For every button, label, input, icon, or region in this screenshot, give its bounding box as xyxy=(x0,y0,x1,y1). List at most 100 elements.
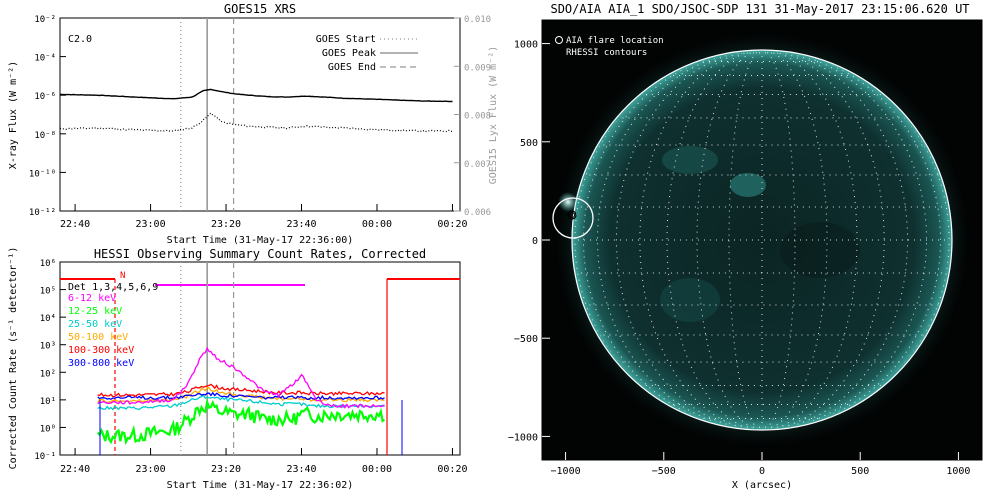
hessi-y-tick-label: 10¹ xyxy=(40,397,56,407)
aia-disk-features xyxy=(660,146,860,322)
hessi-series-group xyxy=(96,346,386,446)
hessi-plot-frame xyxy=(59,261,461,456)
goes-series-short xyxy=(60,112,453,133)
hessi-legend-entry: 12-25 keV xyxy=(68,306,122,317)
goes-y-label: X-ray Flux (W m⁻²) xyxy=(8,61,19,169)
aia-y-tick-label: −1000 xyxy=(508,432,538,443)
hessi-x-tick-label: 23:00 xyxy=(136,464,166,475)
aia-y-tick-label: 500 xyxy=(520,138,538,149)
hessi-y-tick-label: 10⁻¹ xyxy=(34,452,56,462)
goes-y-tick-label: 10⁻⁴ xyxy=(34,54,56,64)
goes-plot-frame xyxy=(59,17,461,212)
hessi-y-tick-label: 10³ xyxy=(40,342,56,352)
goes-x-tick-label: 23:40 xyxy=(286,219,316,230)
hessi-series-line xyxy=(96,398,386,446)
hessi-detectors: Det 1,3,4,5,6,9 xyxy=(68,282,158,293)
aia-solar-limb xyxy=(571,49,953,431)
aia-grid-longitude xyxy=(582,52,763,428)
legend-goes-end: GOES End xyxy=(328,62,376,73)
goes-legend: GOES Start GOES Peak GOES End xyxy=(316,34,418,73)
hessi-x-tick-label: 23:40 xyxy=(286,464,316,475)
hessi-y-tick-label: 10⁰ xyxy=(40,424,56,434)
hessi-legend-entry: 100-300 keV xyxy=(68,345,134,356)
goes-y-axis-right: 0.010 0.009 0.008 0.007 0.006 xyxy=(454,15,491,218)
aia-bright-patch xyxy=(660,278,720,322)
aia-solar-disk xyxy=(572,50,952,430)
hessi-legend-entry: 50-100 keV xyxy=(68,332,128,343)
aia-x-tick-label: 0 xyxy=(759,466,765,477)
goes-y-tick-label-right: 0.007 xyxy=(464,160,491,170)
legend-flare-location-symbol xyxy=(555,36,563,44)
hessi-panel: HESSI Observing Summary Count Rates, Cor… xyxy=(8,247,468,491)
goes-series-long xyxy=(60,88,453,103)
goes-x-tick-label: 23:00 xyxy=(136,219,166,230)
goes-y-tick-label: 10⁻¹² xyxy=(29,208,56,218)
goes-y-tick-label: 10⁻¹⁰ xyxy=(29,169,56,179)
goes-flare-class: C2.0 xyxy=(68,34,92,45)
rhessi-contour xyxy=(569,212,575,218)
goes-y-tick-label: 10⁻⁶ xyxy=(34,92,56,102)
hessi-legend-entry: 300-800 keV xyxy=(68,358,134,369)
aia-flare-location-circle xyxy=(552,197,594,239)
hessi-y-tick-label: 10² xyxy=(40,369,56,379)
aia-y-tick-label: 0 xyxy=(532,236,538,247)
legend-flare-location: AIA flare location xyxy=(566,36,664,46)
goes-y-label-right: GOES15 Lyx Flux (W m⁻²) xyxy=(488,46,499,184)
aia-x-tick-label: −500 xyxy=(652,466,676,477)
aia-y-tick-label: 1000 xyxy=(514,40,538,51)
aia-x-tick-label: 500 xyxy=(851,466,869,477)
aia-panel: SDO/AIA AIA_1 SDO/JSOC-SDP 131 31-May-20… xyxy=(508,2,983,491)
hessi-x-tick-label: 00:20 xyxy=(437,464,467,475)
aia-x-label: X (arcsec) xyxy=(732,480,792,491)
hessi-series-line xyxy=(97,383,385,398)
hessi-y-tick-label: 10⁶ xyxy=(40,259,56,269)
goes-x-axis: 22:40 23:00 23:20 23:40 00:00 00:20 xyxy=(60,204,468,230)
hessi-legend-entry: 25-50 keV xyxy=(68,319,122,330)
hessi-series-line xyxy=(97,391,385,401)
hessi-y-axis: 10⁶ 10⁵ 10⁴ 10³ 10² 10¹ 10⁰ 10⁻¹ xyxy=(34,259,66,462)
aia-grid-longitude xyxy=(615,52,763,428)
rhessi-contour xyxy=(567,210,577,220)
hessi-legend-entry: 6-12 keV xyxy=(68,293,116,304)
goes-x-tick-label: 22:40 xyxy=(60,219,90,230)
hessi-x-tick-label: 22:40 xyxy=(60,464,90,475)
aia-x-tick-label: 1000 xyxy=(946,466,970,477)
aia-y-axis: 1000 500 0 −500 −1000 xyxy=(508,40,550,443)
hessi-legend: 6-12 keV 12-25 keV 25-50 keV 50-100 keV 100-… xyxy=(68,293,134,369)
hessi-y-tick-label: 10⁴ xyxy=(40,314,56,324)
goes-panel: GOES15 XRS 10⁻² 10⁻⁴ 10⁻⁶ 10⁻⁸ 10⁻¹⁰ 10⁻¹² 0.… xyxy=(8,2,499,246)
aia-active-region xyxy=(730,173,766,197)
goes-y-tick-label-right: 0.010 xyxy=(464,15,491,25)
hessi-flag-label: N xyxy=(120,271,125,281)
hessi-x-tick-label: 00:00 xyxy=(362,464,392,475)
goes-x-tick-label: 23:20 xyxy=(211,219,241,230)
goes-x-tick-label: 00:20 xyxy=(437,219,467,230)
goes-y-tick-label-right: 0.009 xyxy=(464,63,491,73)
aia-dark-patch xyxy=(780,222,860,278)
goes-x-tick-label: 00:00 xyxy=(362,219,392,230)
aia-grid-longitude xyxy=(761,52,942,428)
goes-y-tick-label-right: 0.006 xyxy=(464,208,491,218)
goes-y-tick-label-right: 0.008 xyxy=(464,112,491,122)
hessi-x-axis: 22:40 23:00 23:20 23:40 00:00 00:20 xyxy=(60,448,468,475)
goes-y-tick-label: 10⁻⁸ xyxy=(34,131,56,141)
aia-flare-glow xyxy=(558,192,578,212)
goes-y-axis: 10⁻² 10⁻⁴ 10⁻⁶ 10⁻⁸ 10⁻¹⁰ 10⁻¹² xyxy=(29,15,66,218)
hessi-x-tick-label: 23:20 xyxy=(211,464,241,475)
aia-y-tick-label: −500 xyxy=(514,334,538,345)
aia-title: SDO/AIA AIA_1 SDO/JSOC-SDP 131 31-May-20… xyxy=(550,2,969,16)
aia-x-tick-label: −1000 xyxy=(551,466,581,477)
hessi-series-line xyxy=(97,394,385,411)
hessi-y-tick-label: 10⁵ xyxy=(40,287,56,297)
goes-x-label: Start Time (31-May-17 22:36:00) xyxy=(167,235,354,246)
aia-grid-longitude xyxy=(761,52,909,428)
hessi-x-label: Start Time (31-May-17 22:36:02) xyxy=(167,480,354,491)
hessi-title: HESSI Observing Summary Count Rates, Cor… xyxy=(94,247,426,261)
aia-x-axis: −1000 −500 0 500 1000 xyxy=(551,452,970,477)
legend-goes-peak: GOES Peak xyxy=(322,48,376,59)
legend-goes-start: GOES Start xyxy=(316,34,376,45)
goes-y-tick-label: 10⁻² xyxy=(34,15,56,25)
legend-rhessi-contours: RHESSI contours xyxy=(566,48,647,58)
hessi-series-line xyxy=(97,346,385,409)
